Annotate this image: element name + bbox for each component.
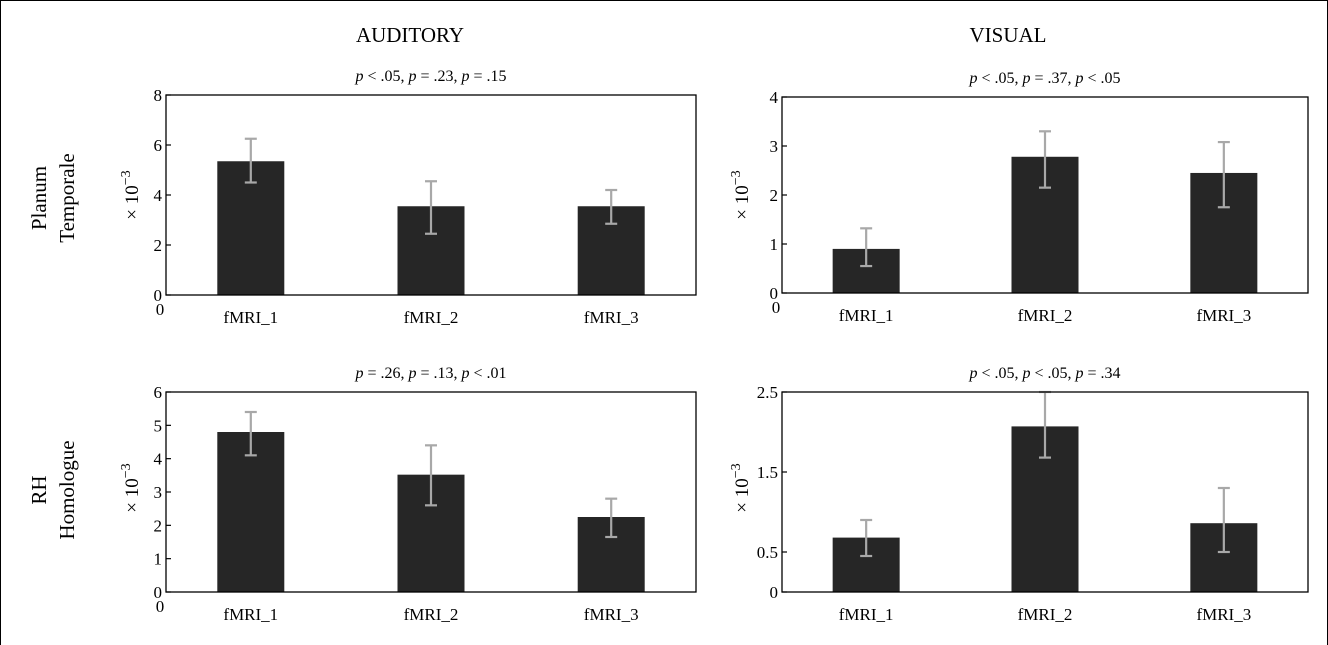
error-bar-fMRI_3	[1217, 486, 1230, 554]
x-tick-label-fMRI_1: fMRI_1	[839, 605, 894, 624]
error-bar-fMRI_2	[425, 444, 437, 507]
error-bar-fMRI_1	[860, 227, 873, 268]
y-axis-label: × 10−3	[119, 170, 143, 219]
y-axis-label: × 10−3	[119, 463, 143, 512]
plot-frame	[781, 391, 1309, 593]
column-title-auditory: AUDITORY	[356, 23, 464, 47]
chart-auditory-rh-homologue: p = .26, p = .13, p < .01 0 1 2 3 4 5 6 0 fMRI_1 f…	[119, 365, 697, 624]
x-tick-label-fMRI_3: fMRI_3	[584, 308, 639, 327]
chart-visual-rh-homologue: p < .05, p < .05, p = .34 0 0.5 1.5 2.5 fMRI_…	[729, 365, 1309, 624]
error-bar-fMRI_1	[244, 137, 257, 184]
y-tick-label: 1	[770, 235, 779, 254]
error-bar-fMRI_3	[605, 188, 618, 225]
x-tick-label-fMRI_1: fMRI_1	[223, 605, 278, 624]
x-tick-label-fMRI_3: fMRI_3	[584, 605, 639, 624]
chart-subtitle: p < .05, p = .23, p = .15	[354, 68, 506, 85]
y-tick-label: 2.5	[757, 383, 778, 402]
y-tick-label: 6	[154, 383, 163, 402]
x-tick-label-fMRI_3: fMRI_3	[1196, 605, 1251, 624]
y-tick-label: 0	[154, 286, 163, 305]
y-tick-label: 0	[770, 284, 779, 303]
y-tick-label: 6	[154, 136, 163, 155]
y-tick-label: 0	[154, 583, 163, 602]
chart-auditory-planum-temporale: p < .05, p = .23, p = .15 0 2 4 6 8 0 fMRI_1 fMR…	[119, 68, 697, 327]
row-label-line-1: RH	[27, 475, 51, 504]
row-label-line-2: Temporale	[55, 153, 79, 243]
error-bar-fMRI_3	[1217, 140, 1230, 209]
chart-panels: p < .05, p = .23, p = .15 0 2 4 6 8 0 fMRI_1 fMR…	[119, 68, 1309, 624]
row-label-line-2: Homologue	[55, 440, 79, 539]
x-tick-label-fMRI_2: fMRI_2	[1018, 605, 1073, 624]
y-tick-label: 3	[770, 137, 779, 156]
x-tick-label-fMRI_2: fMRI_2	[1018, 306, 1073, 325]
column-title-visual: VISUAL	[970, 23, 1047, 47]
origin-label: 0	[156, 597, 165, 616]
origin-label: 0	[156, 300, 165, 319]
error-bar-fMRI_3	[605, 497, 618, 539]
x-tick-label-fMRI_3: fMRI_3	[1196, 306, 1251, 325]
y-tick-label: 2	[770, 186, 779, 205]
error-bar-fMRI_1	[244, 410, 257, 457]
y-tick-label: 4	[154, 186, 163, 205]
y-tick-label: 4	[770, 88, 779, 107]
y-tick-label: 0.5	[757, 543, 778, 562]
x-tick-label-fMRI_1: fMRI_1	[223, 308, 278, 327]
x-tick-label-fMRI_2: fMRI_2	[404, 605, 459, 624]
y-tick-label: 2	[154, 516, 163, 535]
y-tick-label: 1	[154, 550, 163, 569]
y-tick-label: 4	[154, 450, 163, 469]
row-label-line-1: Planum	[27, 166, 51, 230]
y-tick-label: 5	[154, 416, 163, 435]
error-bar-fMRI_2	[1039, 130, 1051, 189]
y-tick-label: 2	[154, 236, 163, 255]
x-tick-label-fMRI_2: fMRI_2	[404, 308, 459, 327]
y-tick-label: 0	[770, 583, 779, 602]
chart-visual-planum-temporale: p < .05, p = .37, p < .05 0 1 2 3 4 0 fMRI_1 fMR…	[729, 70, 1309, 325]
bar-fMRI_1	[217, 432, 285, 592]
chart-subtitle: p = .26, p = .13, p < .01	[354, 365, 506, 382]
x-tick-label-fMRI_1: fMRI_1	[839, 306, 894, 325]
y-tick-label: 8	[154, 86, 163, 105]
y-tick-label: 3	[154, 483, 163, 502]
row-label-rh-homologue: RH Homologue	[27, 440, 79, 539]
y-axis-label: × 10−3	[729, 463, 753, 512]
y-tick-label: 1.5	[757, 463, 778, 482]
origin-label: 0	[772, 298, 781, 317]
y-axis-label: × 10−3	[729, 170, 753, 219]
chart-subtitle: p < .05, p < .05, p = .34	[968, 365, 1120, 382]
error-bar-fMRI_1	[860, 518, 873, 558]
row-label-planum-temporale: Planum Temporale	[27, 153, 79, 243]
error-bar-fMRI_2	[425, 180, 437, 235]
chart-subtitle: p < .05, p = .37, p < .05	[968, 70, 1120, 87]
